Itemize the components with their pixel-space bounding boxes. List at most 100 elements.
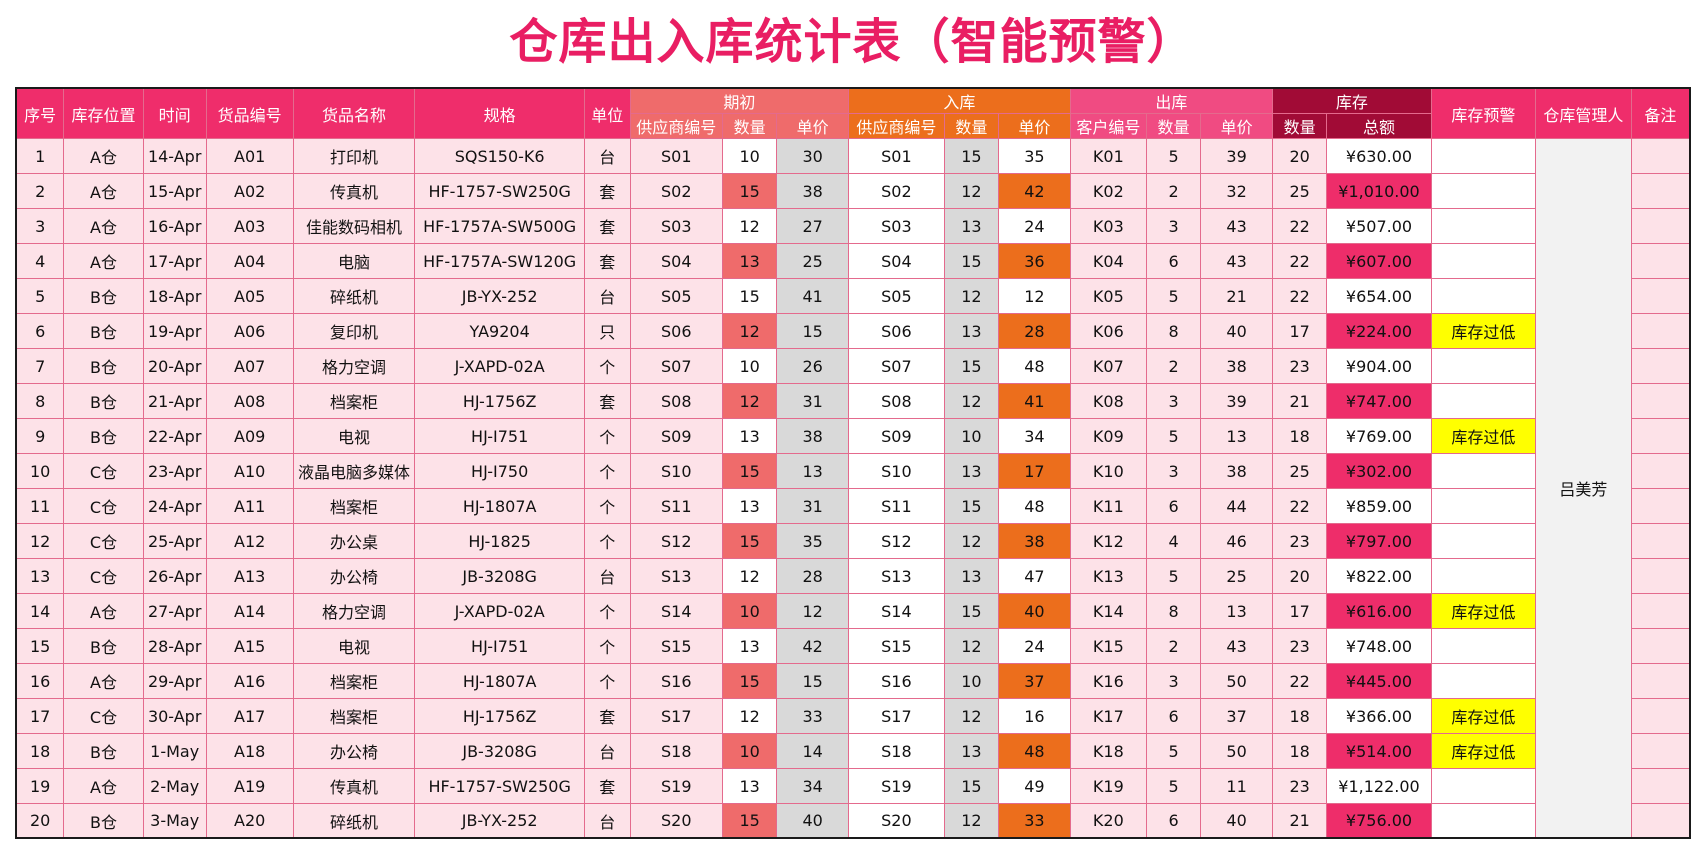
header-remark[interactable]: 备注 bbox=[1630, 87, 1691, 139]
cell-stock-total[interactable]: ¥859.00 bbox=[1326, 488, 1432, 524]
cell-outbound-qty[interactable]: 3 bbox=[1145, 453, 1202, 489]
cell-opening-qty[interactable]: 10 bbox=[721, 733, 778, 769]
cell-inbound-price[interactable]: 37 bbox=[998, 663, 1071, 699]
cell-location[interactable]: C仓 bbox=[63, 698, 144, 734]
cell-stock-total[interactable]: ¥1,010.00 bbox=[1326, 173, 1432, 209]
cell-stock-total[interactable]: ¥822.00 bbox=[1326, 558, 1432, 594]
cell-inbound-price[interactable]: 42 bbox=[998, 173, 1071, 209]
cell-unit[interactable]: 个 bbox=[583, 348, 631, 384]
cell-outbound-customer[interactable]: K07 bbox=[1069, 348, 1147, 384]
cell-opening-price[interactable]: 40 bbox=[776, 803, 850, 839]
cell-opening-qty[interactable]: 12 bbox=[721, 558, 778, 594]
cell-opening-qty[interactable]: 10 bbox=[721, 593, 778, 629]
cell-code[interactable]: A17 bbox=[205, 698, 294, 734]
cell-opening-price[interactable]: 30 bbox=[776, 138, 850, 174]
cell-seq[interactable]: 19 bbox=[15, 768, 65, 804]
cell-opening-price[interactable]: 42 bbox=[776, 628, 850, 664]
cell-unit[interactable]: 个 bbox=[583, 663, 631, 699]
cell-inbound-qty[interactable]: 10 bbox=[943, 418, 1000, 454]
cell-stock-qty[interactable]: 18 bbox=[1271, 698, 1328, 734]
cell-spec[interactable]: HF-1757A-SW500G bbox=[414, 208, 585, 244]
cell-outbound-price[interactable]: 40 bbox=[1200, 803, 1273, 839]
cell-location[interactable]: B仓 bbox=[63, 733, 144, 769]
cell-outbound-qty[interactable]: 6 bbox=[1145, 243, 1202, 279]
cell-time[interactable]: 22-Apr bbox=[142, 418, 207, 454]
cell-opening-supplier[interactable]: S10 bbox=[629, 453, 723, 489]
cell-spec[interactable]: HF-1757-SW250G bbox=[414, 173, 585, 209]
header-outbound-customer[interactable]: 客户编号 bbox=[1069, 113, 1147, 139]
cell-stock-qty[interactable]: 22 bbox=[1271, 278, 1328, 314]
cell-name[interactable]: 电视 bbox=[292, 628, 416, 664]
cell-spec[interactable]: JB-YX-252 bbox=[414, 278, 585, 314]
cell-opening-qty[interactable]: 12 bbox=[721, 208, 778, 244]
cell-outbound-customer[interactable]: K14 bbox=[1069, 593, 1147, 629]
cell-seq[interactable]: 5 bbox=[15, 278, 65, 314]
cell-location[interactable]: C仓 bbox=[63, 488, 144, 524]
header-location[interactable]: 库存位置 bbox=[63, 87, 144, 139]
cell-opening-price[interactable]: 26 bbox=[776, 348, 850, 384]
cell-inbound-qty[interactable]: 15 bbox=[943, 768, 1000, 804]
cell-opening-supplier[interactable]: S05 bbox=[629, 278, 723, 314]
cell-opening-supplier[interactable]: S08 bbox=[629, 383, 723, 419]
header-opening-supplier[interactable]: 供应商编号 bbox=[629, 113, 723, 139]
cell-inbound-qty[interactable]: 12 bbox=[943, 803, 1000, 839]
cell-opening-supplier[interactable]: S20 bbox=[629, 803, 723, 839]
cell-outbound-price[interactable]: 13 bbox=[1200, 418, 1273, 454]
cell-outbound-qty[interactable]: 5 bbox=[1145, 768, 1202, 804]
cell-alert[interactable] bbox=[1430, 453, 1537, 489]
cell-alert[interactable] bbox=[1430, 278, 1537, 314]
cell-opening-supplier[interactable]: S13 bbox=[629, 558, 723, 594]
cell-name[interactable]: 格力空调 bbox=[292, 593, 416, 629]
cell-seq[interactable]: 17 bbox=[15, 698, 65, 734]
cell-inbound-supplier[interactable]: S11 bbox=[848, 488, 945, 524]
cell-seq[interactable]: 3 bbox=[15, 208, 65, 244]
cell-outbound-price[interactable]: 43 bbox=[1200, 628, 1273, 664]
cell-time[interactable]: 25-Apr bbox=[142, 523, 207, 559]
cell-stock-total[interactable]: ¥630.00 bbox=[1326, 138, 1432, 174]
cell-code[interactable]: A06 bbox=[205, 313, 294, 349]
cell-remark[interactable] bbox=[1630, 768, 1691, 804]
cell-inbound-qty[interactable]: 13 bbox=[943, 208, 1000, 244]
cell-inbound-qty[interactable]: 12 bbox=[943, 173, 1000, 209]
cell-outbound-price[interactable]: 32 bbox=[1200, 173, 1273, 209]
cell-inbound-qty[interactable]: 12 bbox=[943, 383, 1000, 419]
cell-opening-supplier[interactable]: S19 bbox=[629, 768, 723, 804]
cell-alert[interactable] bbox=[1430, 208, 1537, 244]
cell-stock-total[interactable]: ¥904.00 bbox=[1326, 348, 1432, 384]
cell-outbound-qty[interactable]: 3 bbox=[1145, 663, 1202, 699]
cell-alert[interactable]: 库存过低 bbox=[1430, 593, 1537, 629]
cell-opening-qty[interactable]: 12 bbox=[721, 383, 778, 419]
cell-inbound-supplier[interactable]: S17 bbox=[848, 698, 945, 734]
cell-opening-supplier[interactable]: S17 bbox=[629, 698, 723, 734]
cell-inbound-qty[interactable]: 15 bbox=[943, 488, 1000, 524]
cell-code[interactable]: A11 bbox=[205, 488, 294, 524]
cell-outbound-price[interactable]: 39 bbox=[1200, 383, 1273, 419]
cell-alert[interactable] bbox=[1430, 173, 1537, 209]
cell-seq[interactable]: 20 bbox=[15, 803, 65, 839]
cell-seq[interactable]: 10 bbox=[15, 453, 65, 489]
cell-code[interactable]: A08 bbox=[205, 383, 294, 419]
cell-outbound-qty[interactable]: 5 bbox=[1145, 733, 1202, 769]
cell-name[interactable]: 传真机 bbox=[292, 173, 416, 209]
cell-inbound-qty[interactable]: 13 bbox=[943, 558, 1000, 594]
cell-stock-total[interactable]: ¥607.00 bbox=[1326, 243, 1432, 279]
cell-remark[interactable] bbox=[1630, 593, 1691, 629]
cell-alert[interactable] bbox=[1430, 243, 1537, 279]
cell-name[interactable]: 档案柜 bbox=[292, 663, 416, 699]
cell-outbound-price[interactable]: 43 bbox=[1200, 208, 1273, 244]
cell-spec[interactable]: JB-3208G bbox=[414, 733, 585, 769]
cell-unit[interactable]: 个 bbox=[583, 488, 631, 524]
cell-inbound-price[interactable]: 41 bbox=[998, 383, 1071, 419]
cell-time[interactable]: 17-Apr bbox=[142, 243, 207, 279]
cell-seq[interactable]: 11 bbox=[15, 488, 65, 524]
cell-time[interactable]: 18-Apr bbox=[142, 278, 207, 314]
cell-outbound-price[interactable]: 38 bbox=[1200, 453, 1273, 489]
header-outbound-price[interactable]: 单价 bbox=[1200, 113, 1273, 139]
cell-outbound-qty[interactable]: 2 bbox=[1145, 628, 1202, 664]
cell-manager[interactable]: 吕美芳 bbox=[1535, 138, 1632, 839]
cell-time[interactable]: 29-Apr bbox=[142, 663, 207, 699]
cell-seq[interactable]: 14 bbox=[15, 593, 65, 629]
cell-opening-supplier[interactable]: S09 bbox=[629, 418, 723, 454]
cell-opening-qty[interactable]: 15 bbox=[721, 803, 778, 839]
cell-seq[interactable]: 15 bbox=[15, 628, 65, 664]
